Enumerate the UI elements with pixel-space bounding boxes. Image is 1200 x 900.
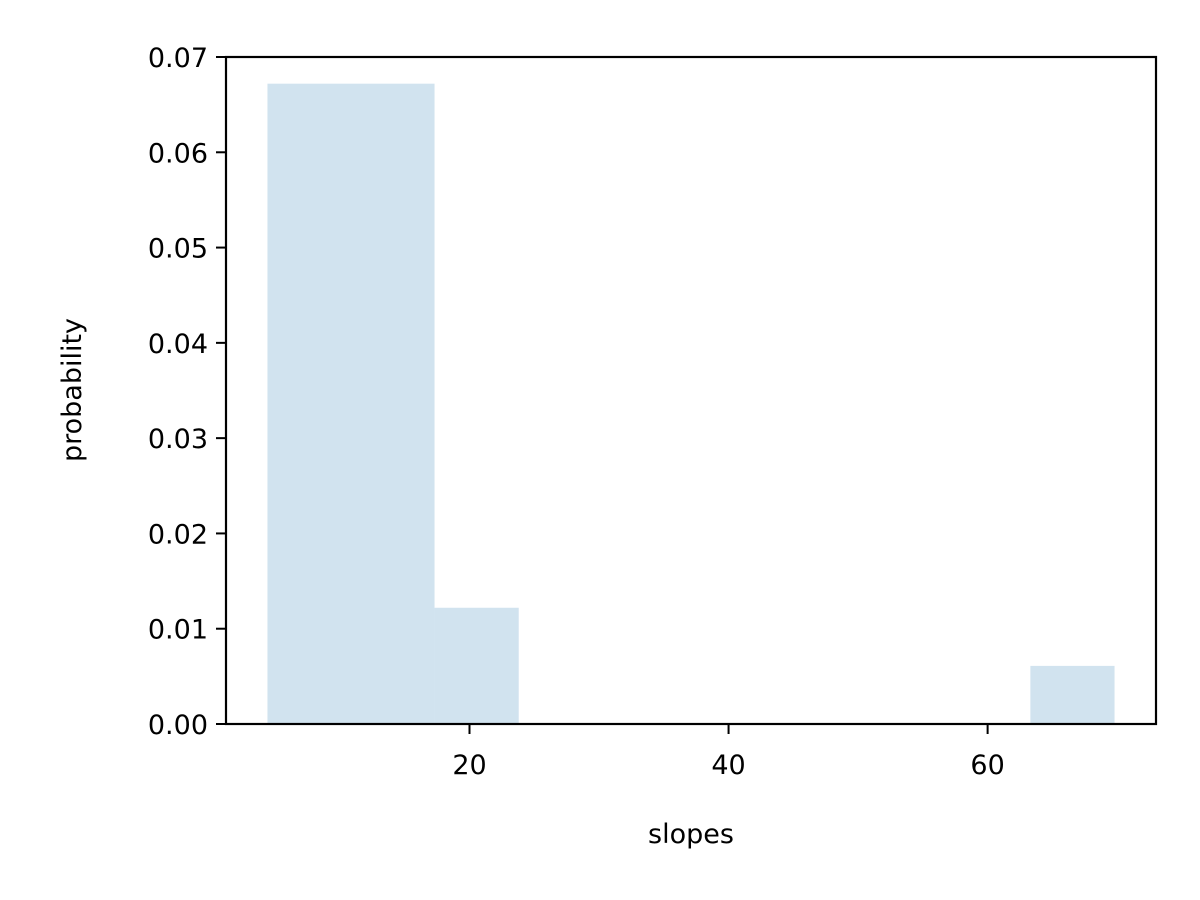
histogram-bar-3: [1030, 665, 1115, 724]
x-tick-label: 60: [970, 750, 1004, 781]
y-tick-label: 0.06: [148, 138, 208, 169]
x-tick-label: 40: [711, 750, 745, 781]
y-tick-label: 0.00: [148, 710, 208, 741]
bars-group: [267, 83, 1115, 725]
y-tick-label: 0.07: [148, 43, 208, 74]
y-tick-label: 0.03: [148, 424, 208, 455]
y-axis: 0.00 0.01 0.02 0.03 0.04 0.05 0.06 0.07: [148, 43, 226, 741]
histogram-bar-2: [434, 607, 519, 724]
x-axis: 20 40 60: [452, 724, 1005, 781]
x-tick-label: 20: [452, 750, 486, 781]
histogram-bar-1: [267, 83, 435, 725]
y-tick-label: 0.04: [148, 329, 208, 360]
y-tick-label: 0.05: [148, 234, 208, 265]
y-tick-label: 0.02: [148, 519, 208, 550]
plot-frame: [224, 55, 1158, 726]
x-axis-label: slopes: [648, 819, 734, 850]
y-axis-label: probability: [57, 318, 88, 462]
y-tick-label: 0.01: [148, 615, 208, 646]
